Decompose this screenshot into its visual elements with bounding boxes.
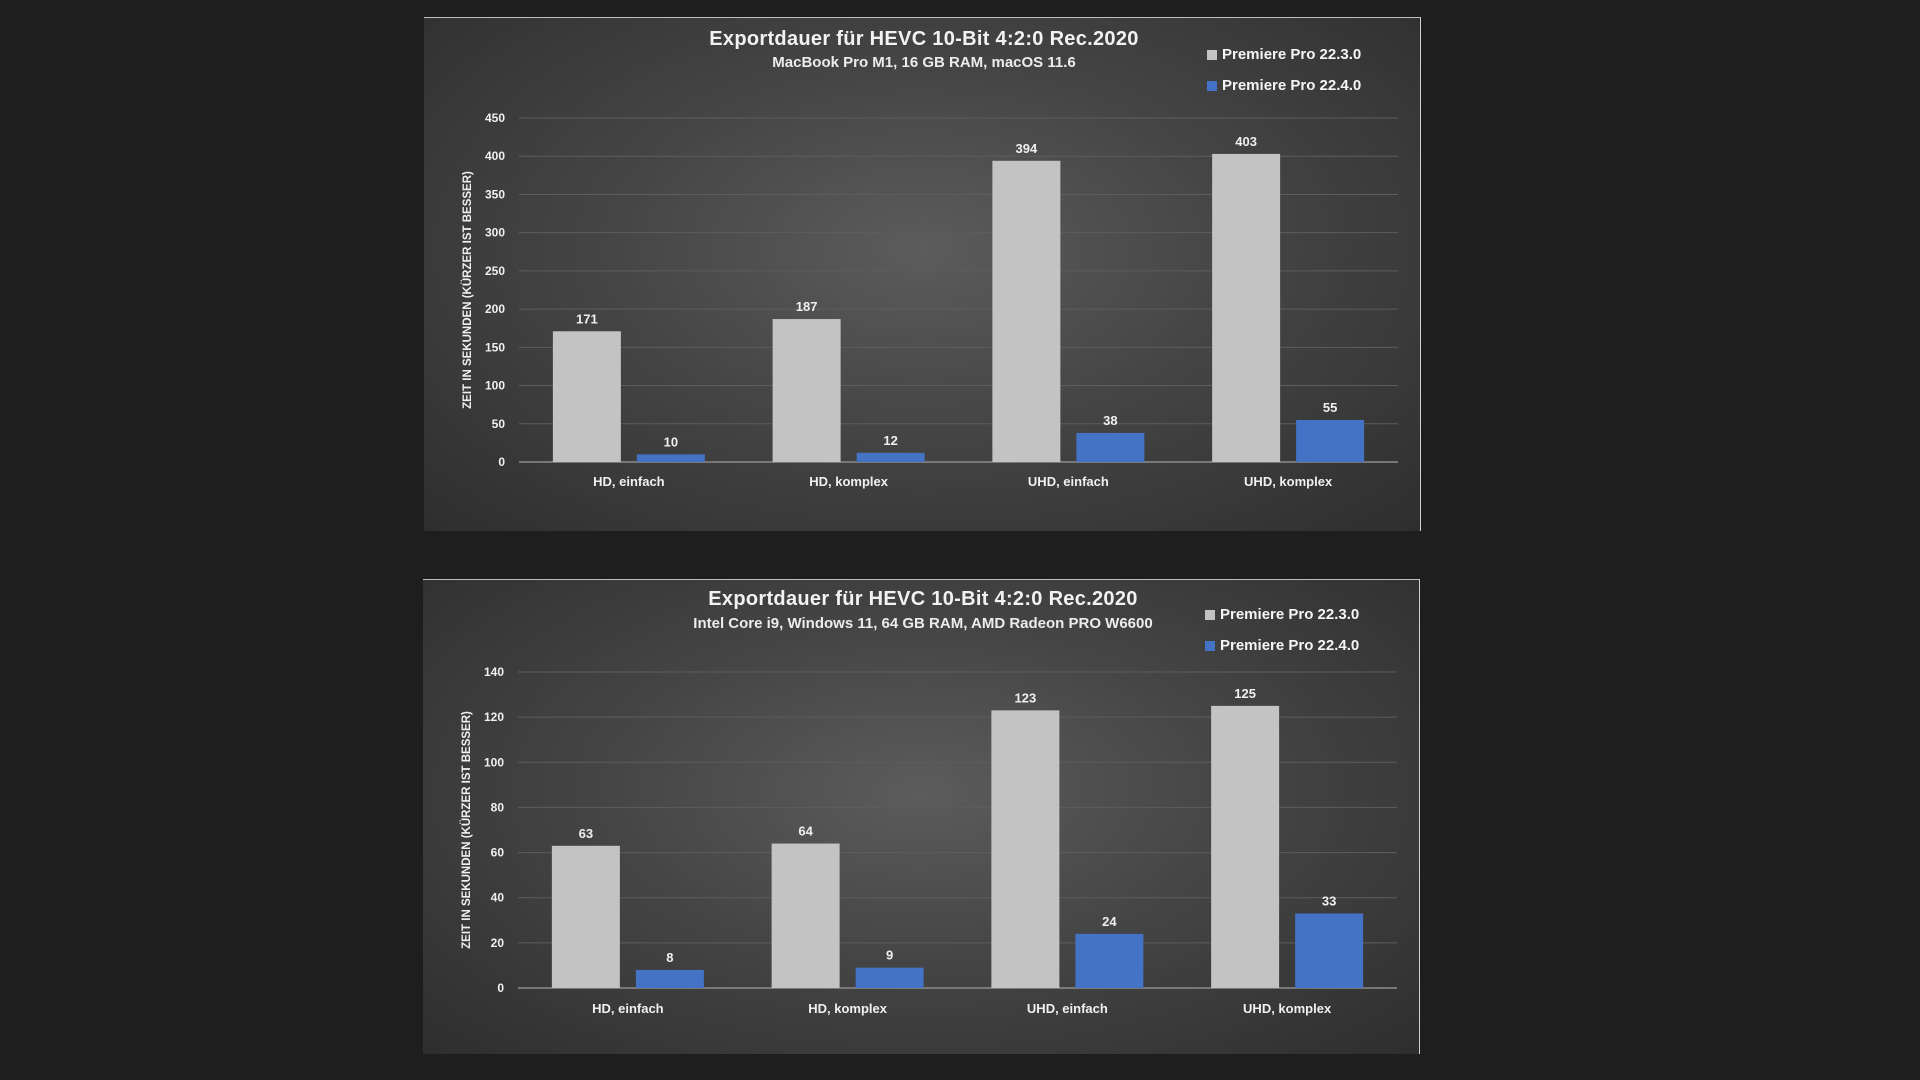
y-tick-label: 450	[485, 111, 505, 125]
chart-subtitle: MacBook Pro M1, 16 GB RAM, macOS 11.6	[772, 54, 1076, 71]
bar-series-old	[772, 319, 841, 462]
y-tick-label: 200	[485, 302, 505, 316]
bar-series-old	[771, 843, 840, 988]
chart-subtitle: Intel Core i9, Windows 11, 64 GB RAM, AM…	[693, 615, 1153, 632]
bar-series-new	[636, 454, 705, 462]
bar-series-new	[855, 967, 924, 988]
y-tick-label: 50	[492, 417, 506, 431]
data-label: 8	[666, 950, 673, 965]
x-category-label: HD, einfach	[592, 1001, 664, 1016]
data-label: 10	[664, 434, 678, 449]
y-tick-label: 20	[491, 936, 505, 950]
legend-label-old: Premiere Pro 22.3.0	[1222, 46, 1362, 63]
y-tick-label: 140	[484, 665, 504, 679]
bar-series-old	[991, 710, 1060, 988]
x-category-label: HD, komplex	[809, 474, 889, 489]
chart-panel-macbook: Exportdauer für HEVC 10-Bit 4:2:0 Rec.20…	[424, 17, 1421, 531]
y-tick-label: 150	[485, 340, 505, 354]
x-category-label: UHD, einfach	[1028, 474, 1109, 489]
bar-series-old	[552, 331, 621, 462]
legend-swatch-new	[1205, 640, 1215, 651]
data-label: 33	[1322, 894, 1336, 909]
y-tick-label: 120	[484, 710, 504, 724]
data-label: 55	[1323, 400, 1337, 415]
legend-item-old: Premiere Pro 22.3.0	[1205, 599, 1359, 630]
y-tick-label: 40	[491, 891, 505, 905]
y-tick-label: 350	[485, 187, 505, 201]
bar-series-old	[1211, 705, 1280, 988]
chart-legend: Premiere Pro 22.3.0 Premiere Pro 22.4.0	[1207, 39, 1361, 101]
legend-label-new: Premiere Pro 22.4.0	[1220, 637, 1360, 654]
legend-item-old: Premiere Pro 22.3.0	[1207, 39, 1361, 70]
bar-series-old	[551, 845, 620, 988]
data-label: 187	[796, 299, 818, 314]
y-tick-label: 80	[491, 800, 505, 814]
chart-legend: Premiere Pro 22.3.0 Premiere Pro 22.4.0	[1205, 599, 1359, 661]
legend-item-new: Premiere Pro 22.4.0	[1205, 630, 1359, 661]
x-category-label: UHD, komplex	[1244, 474, 1333, 489]
legend-swatch-old	[1205, 609, 1215, 620]
data-label: 24	[1102, 914, 1117, 929]
data-label: 403	[1235, 134, 1257, 149]
y-tick-label: 60	[491, 846, 505, 860]
data-label: 38	[1103, 413, 1117, 428]
chart-panel-intel: Exportdauer für HEVC 10-Bit 4:2:0 Rec.20…	[423, 579, 1420, 1054]
legend-label-old: Premiere Pro 22.3.0	[1220, 606, 1360, 623]
data-label: 9	[886, 948, 893, 963]
legend-swatch-new	[1207, 80, 1217, 91]
bar-series-new	[1075, 933, 1144, 988]
bar-series-old	[992, 160, 1061, 462]
bar-series-new	[635, 969, 704, 988]
y-tick-label: 100	[484, 755, 504, 769]
bar-series-new	[1296, 419, 1365, 462]
legend-swatch-old	[1207, 49, 1217, 60]
y-axis-title: ZEIT IN SEKUNDEN (KÜRZER IST BESSER)	[461, 171, 474, 409]
data-label: 171	[576, 311, 598, 326]
data-label: 123	[1015, 690, 1037, 705]
data-label: 64	[798, 824, 813, 839]
x-category-label: UHD, einfach	[1027, 1001, 1108, 1016]
y-tick-label: 250	[485, 264, 505, 278]
y-tick-label: 300	[485, 226, 505, 240]
bar-series-new	[1076, 432, 1145, 462]
legend-item-new: Premiere Pro 22.4.0	[1207, 70, 1361, 101]
data-label: 12	[883, 433, 897, 448]
y-tick-label: 0	[497, 981, 504, 995]
chart-title: Exportdauer für HEVC 10-Bit 4:2:0 Rec.20…	[709, 28, 1139, 50]
x-category-label: HD, komplex	[808, 1001, 888, 1016]
y-tick-label: 100	[485, 379, 505, 393]
bar-series-new	[1295, 913, 1364, 988]
x-category-label: UHD, komplex	[1243, 1001, 1332, 1016]
data-label: 394	[1016, 141, 1038, 156]
bar-chart-intel: 0 20 40 60 80 100 120 140 ZEIT IN SEKUNDEN (KÜRZ…	[460, 665, 1397, 1016]
x-category-label: HD, einfach	[593, 474, 665, 489]
chart-title: Exportdauer für HEVC 10-Bit 4:2:0 Rec.20…	[708, 588, 1138, 610]
y-tick-label: 0	[498, 455, 505, 469]
y-tick-label: 400	[485, 149, 505, 163]
data-label: 63	[579, 826, 593, 841]
bar-series-old	[1212, 153, 1281, 462]
bar-chart-macbook: 0 50 100 150 200 250 300 350 400 450 ZEIT IN SEKUN…	[461, 111, 1398, 489]
data-label: 125	[1234, 686, 1256, 701]
y-axis-title: ZEIT IN SEKUNDEN (KÜRZER IST BESSER)	[460, 711, 473, 949]
bar-series-new	[856, 452, 925, 462]
legend-label-new: Premiere Pro 22.4.0	[1222, 77, 1362, 94]
